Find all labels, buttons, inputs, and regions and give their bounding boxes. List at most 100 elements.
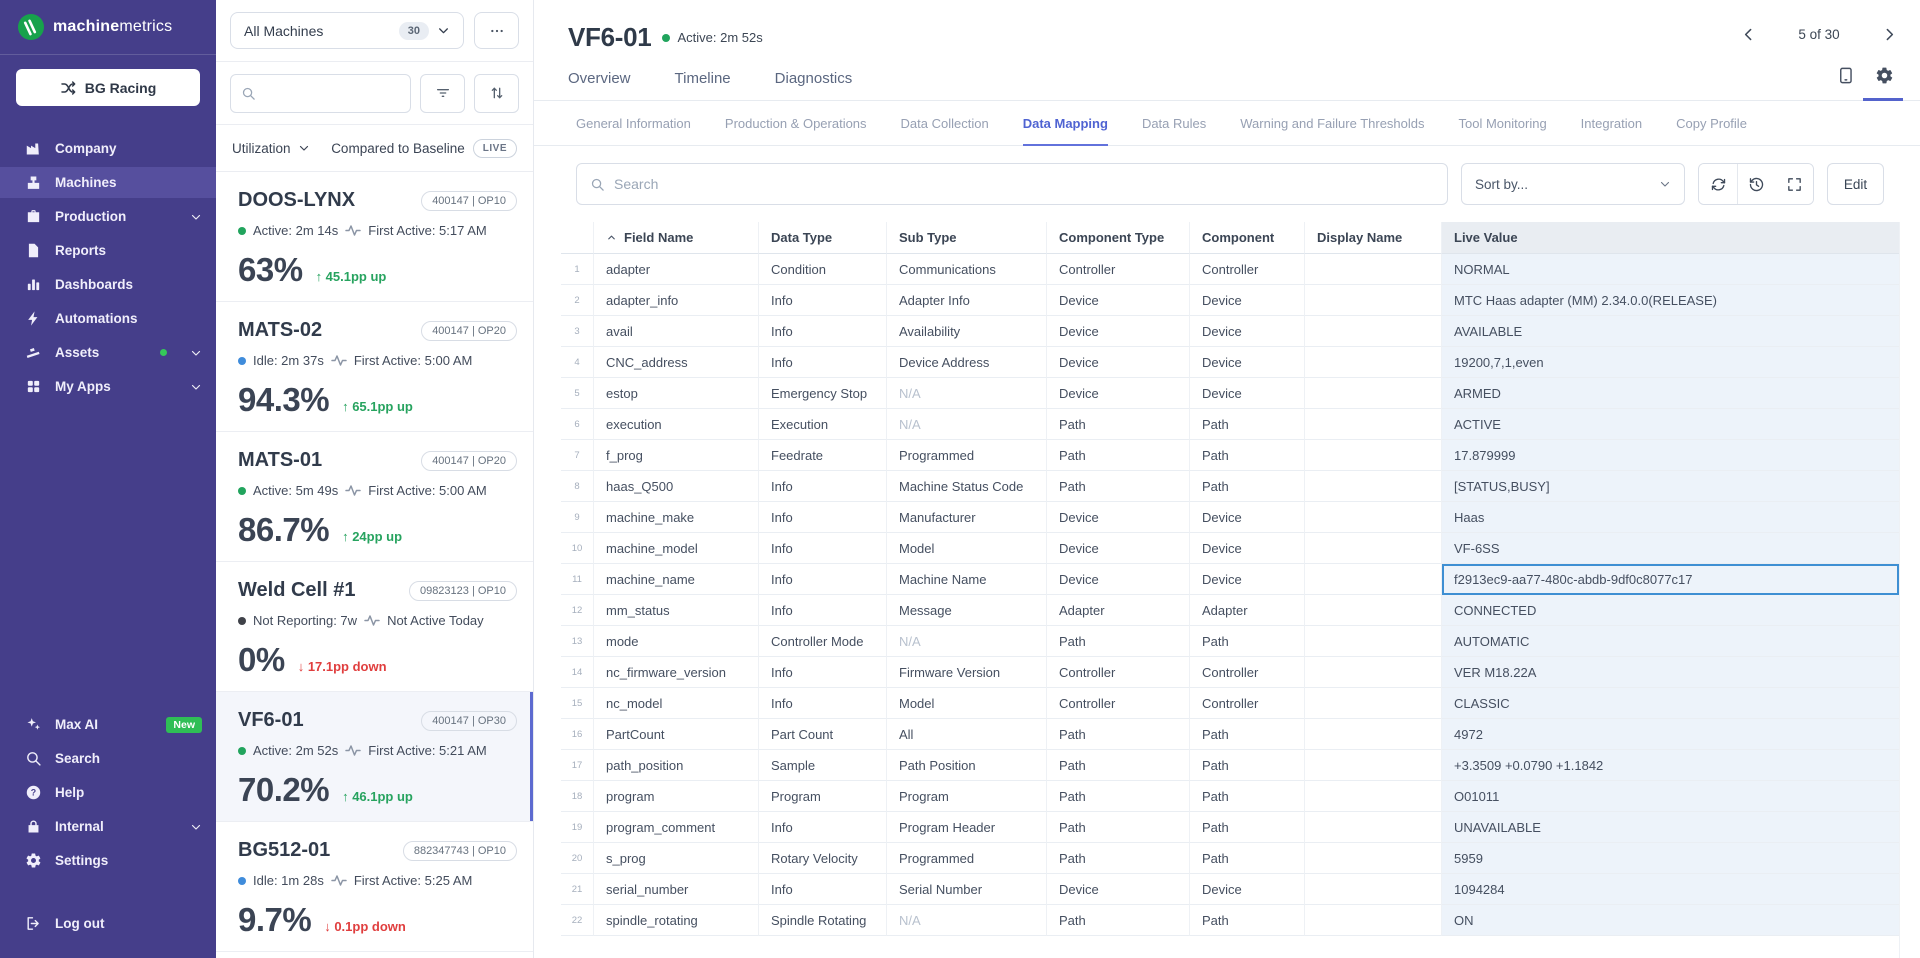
cell-live-value[interactable]: ON — [1442, 905, 1899, 936]
cell-component-type[interactable]: Controller — [1047, 688, 1190, 719]
cell-display-name[interactable] — [1305, 440, 1442, 471]
cell-component-type[interactable]: Controller — [1047, 254, 1190, 285]
cell-display-name[interactable] — [1305, 688, 1442, 719]
fullscreen-button[interactable] — [1775, 164, 1813, 204]
cell-component-type[interactable]: Path — [1047, 781, 1190, 812]
cell-live-value[interactable]: f2913ec9-aa77-480c-abdb-9df0c8077c17 — [1442, 564, 1899, 595]
cell-component[interactable]: Path — [1190, 719, 1305, 750]
cell-data-type[interactable]: Sample — [759, 750, 887, 781]
cell-sub-type[interactable]: N/A — [887, 378, 1047, 409]
subtab-data-mapping[interactable]: Data Mapping — [1022, 116, 1108, 146]
tab-overview[interactable]: Overview — [568, 70, 631, 87]
org-switcher-button[interactable]: BG Racing — [16, 69, 200, 106]
sidebar-item-production[interactable]: Production — [0, 201, 216, 232]
cell-field-name[interactable]: mode — [594, 626, 759, 657]
cell-component-type[interactable]: Path — [1047, 812, 1190, 843]
column-header-data-type[interactable]: Data Type — [759, 222, 887, 254]
cell-component[interactable]: Device — [1190, 874, 1305, 905]
cell-field-name[interactable]: execution — [594, 409, 759, 440]
cell-live-value[interactable]: [STATUS,BUSY] — [1442, 471, 1899, 502]
sidebar-item-internal[interactable]: Internal — [0, 811, 216, 842]
cell-component[interactable]: Path — [1190, 750, 1305, 781]
cell-sub-type[interactable]: Machine Name — [887, 564, 1047, 595]
cell-sub-type[interactable]: Communications — [887, 254, 1047, 285]
cell-component[interactable]: Path — [1190, 471, 1305, 502]
cell-field-name[interactable]: program_comment — [594, 812, 759, 843]
cell-data-type[interactable]: Emergency Stop — [759, 378, 887, 409]
cell-component[interactable]: Device — [1190, 564, 1305, 595]
cell-component-type[interactable]: Device — [1047, 316, 1190, 347]
subtab-production-operations[interactable]: Production & Operations — [724, 116, 867, 131]
sidebar-item-automations[interactable]: Automations — [0, 303, 216, 334]
cell-live-value[interactable]: CONNECTED — [1442, 595, 1899, 626]
cell-display-name[interactable] — [1305, 719, 1442, 750]
cell-component-type[interactable]: Device — [1047, 874, 1190, 905]
cell-data-type[interactable]: Execution — [759, 409, 887, 440]
edit-button[interactable]: Edit — [1827, 163, 1884, 205]
column-header-component[interactable]: Component — [1190, 222, 1305, 254]
cell-live-value[interactable]: MTC Haas adapter (MM) 2.34.0.0(RELEASE) — [1442, 285, 1899, 316]
cell-field-name[interactable]: machine_model — [594, 533, 759, 564]
cell-sub-type[interactable]: All — [887, 719, 1047, 750]
cell-live-value[interactable]: 5959 — [1442, 843, 1899, 874]
cell-field-name[interactable]: f_prog — [594, 440, 759, 471]
cell-data-type[interactable]: Rotary Velocity — [759, 843, 887, 874]
cell-component-type[interactable]: Path — [1047, 440, 1190, 471]
sidebar-item-machines[interactable]: Machines — [0, 167, 216, 198]
cell-sub-type[interactable]: Model — [887, 533, 1047, 564]
cell-data-type[interactable]: Info — [759, 502, 887, 533]
cell-sub-type[interactable]: Program Header — [887, 812, 1047, 843]
cell-data-type[interactable]: Info — [759, 595, 887, 626]
cell-display-name[interactable] — [1305, 750, 1442, 781]
cell-live-value[interactable]: UNAVAILABLE — [1442, 812, 1899, 843]
cell-field-name[interactable]: nc_model — [594, 688, 759, 719]
cell-field-name[interactable]: adapter_info — [594, 285, 759, 316]
sort-by-select[interactable]: Sort by... — [1461, 163, 1685, 205]
cell-display-name[interactable] — [1305, 657, 1442, 688]
cell-live-value[interactable]: VF-6SS — [1442, 533, 1899, 564]
cell-sub-type[interactable]: Firmware Version — [887, 657, 1047, 688]
cell-component[interactable]: Path — [1190, 781, 1305, 812]
prev-machine-button[interactable] — [1740, 26, 1757, 43]
cell-component-type[interactable]: Device — [1047, 285, 1190, 316]
cell-data-type[interactable]: Info — [759, 347, 887, 378]
cell-component-type[interactable]: Adapter — [1047, 595, 1190, 626]
cell-sub-type[interactable]: Path Position — [887, 750, 1047, 781]
cell-field-name[interactable]: mm_status — [594, 595, 759, 626]
sidebar-item-dashboards[interactable]: Dashboards — [0, 269, 216, 300]
cell-data-type[interactable]: Spindle Rotating — [759, 905, 887, 936]
machine-search-input[interactable] — [263, 85, 400, 101]
cell-display-name[interactable] — [1305, 409, 1442, 440]
cell-field-name[interactable]: path_position — [594, 750, 759, 781]
machine-card-mats-02[interactable]: MATS-02 400147 | OP20 Idle: 2m 37s First… — [216, 302, 533, 432]
cell-sub-type[interactable]: Machine Status Code — [887, 471, 1047, 502]
cell-sub-type[interactable]: Message — [887, 595, 1047, 626]
cell-field-name[interactable]: s_prog — [594, 843, 759, 874]
cell-live-value[interactable]: 17.879999 — [1442, 440, 1899, 471]
cell-component[interactable]: Controller — [1190, 688, 1305, 719]
cell-data-type[interactable]: Condition — [759, 254, 887, 285]
machine-card-mats-01[interactable]: MATS-01 400147 | OP20 Active: 5m 49s Fir… — [216, 432, 533, 562]
cell-field-name[interactable]: avail — [594, 316, 759, 347]
cell-sub-type[interactable]: Programmed — [887, 440, 1047, 471]
cell-component-type[interactable]: Path — [1047, 471, 1190, 502]
cell-display-name[interactable] — [1305, 502, 1442, 533]
cell-data-type[interactable]: Info — [759, 316, 887, 347]
cell-component[interactable]: Device — [1190, 502, 1305, 533]
subtab-integration[interactable]: Integration — [1580, 116, 1643, 131]
cell-field-name[interactable]: PartCount — [594, 719, 759, 750]
cell-display-name[interactable] — [1305, 843, 1442, 874]
cell-component[interactable]: Path — [1190, 812, 1305, 843]
cell-live-value[interactable]: CLASSIC — [1442, 688, 1899, 719]
cell-component[interactable]: Device — [1190, 285, 1305, 316]
cell-sub-type[interactable]: Availability — [887, 316, 1047, 347]
cell-component-type[interactable]: Path — [1047, 626, 1190, 657]
refresh-button[interactable] — [1699, 164, 1737, 204]
cell-component[interactable]: Adapter — [1190, 595, 1305, 626]
table-search-input[interactable] — [614, 176, 1434, 192]
cell-data-type[interactable]: Part Count — [759, 719, 887, 750]
cell-component-type[interactable]: Path — [1047, 905, 1190, 936]
cell-data-type[interactable]: Info — [759, 812, 887, 843]
cell-field-name[interactable]: program — [594, 781, 759, 812]
cell-display-name[interactable] — [1305, 781, 1442, 812]
